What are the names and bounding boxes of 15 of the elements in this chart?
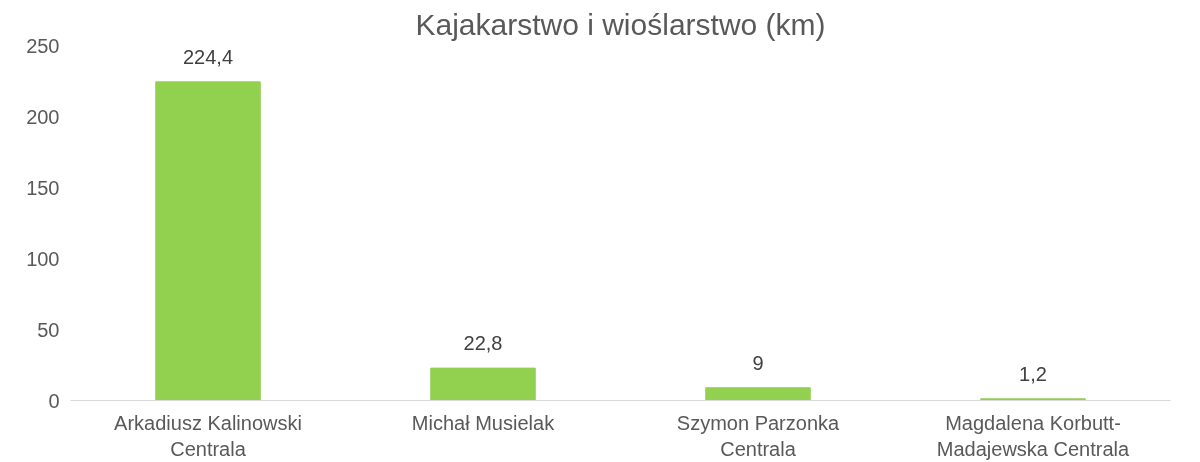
y-tick-label: 250 [26, 34, 60, 57]
y-tick-label: 50 [37, 318, 60, 341]
y-tick-label: 150 [26, 176, 60, 199]
y-tick-label: 0 [48, 389, 60, 412]
y-tick-label: 100 [26, 247, 60, 270]
chart-title: Kajakarstwo i wioślarstwo (km) [415, 7, 826, 41]
x-tick-label: Arkadiusz Kalinowski Centrala [114, 411, 302, 460]
x-tick-label: Michał Musielak [411, 411, 556, 434]
data-label: 1,2 [1019, 362, 1047, 385]
data-label: 22,8 [463, 332, 503, 355]
x-tick-label: Magdalena Korbutt-Madajewska Centrala [936, 411, 1131, 460]
data-label: 9 [752, 351, 764, 374]
data-label: 224,4 [182, 45, 234, 68]
x-tick-label: Szymon Parzonka Centrala [676, 411, 841, 460]
y-tick-label: 200 [26, 105, 60, 128]
